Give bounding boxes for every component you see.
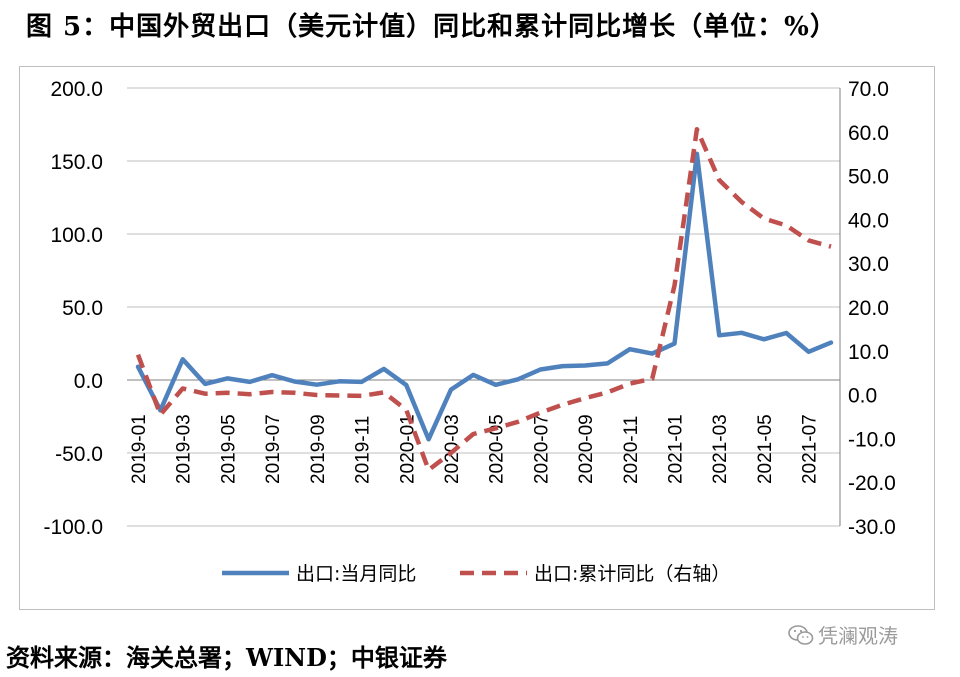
- x-tick-label: 2019-09: [308, 414, 329, 484]
- y-left-tick-label: -100.0: [43, 516, 103, 539]
- x-tick-label: 2021-01: [666, 414, 687, 484]
- x-tick-label: 2019-11: [353, 416, 374, 484]
- y-right-tick-label: 0.0: [848, 385, 877, 408]
- y-right-tick-label: 60.0: [848, 122, 889, 145]
- watermark: 凭澜观涛: [788, 620, 898, 649]
- x-tick-label: 2021-07: [800, 414, 821, 484]
- x-tick-label: 2020-01: [397, 414, 418, 484]
- chart-title: 图 5：中国外贸出口（美元计值）同比和累计同比增长（单位：%）: [26, 12, 837, 42]
- y-right-tick-label: -20.0: [848, 472, 896, 495]
- y-left-tick-label: 150.0: [50, 151, 103, 174]
- y-left-tick-label: 0.0: [74, 370, 103, 393]
- y-left-tick-label: 200.0: [50, 78, 103, 101]
- x-tick-label: 2020-11: [621, 416, 642, 484]
- watermark-text: 凭澜观涛: [818, 624, 898, 648]
- x-tick-label: 2020-05: [487, 414, 508, 484]
- chart-frame: [19, 66, 935, 610]
- y-right-tick-label: 50.0: [848, 166, 889, 189]
- y-right-tick-label: -30.0: [848, 516, 896, 539]
- x-tick-label: 2021-05: [755, 414, 776, 484]
- y-left-tick-label: 100.0: [50, 224, 103, 247]
- y-right-tick-label: 30.0: [848, 253, 889, 276]
- x-tick-label: 2021-03: [710, 414, 731, 484]
- source-note: 资料来源：海关总署；WIND；中银证券: [6, 643, 447, 672]
- x-tick-label: 2019-05: [218, 414, 239, 484]
- y-left-tick-label: -50.0: [55, 443, 103, 466]
- x-tick-label: 2019-01: [129, 414, 150, 484]
- y-right-tick-label: -10.0: [848, 428, 896, 451]
- series-line-monthly: [135, 151, 834, 442]
- x-tick-label: 2019-03: [174, 414, 195, 484]
- x-tick-label: 2020-09: [576, 414, 597, 484]
- y-right-tick-label: 70.0: [848, 78, 889, 101]
- y-right-tick-label: 10.0: [848, 341, 889, 364]
- legend-label-cumulative: 出口:累计同比（右轴）: [534, 563, 730, 585]
- legend-label-monthly: 出口:当月同比: [296, 563, 416, 585]
- series-line-cumulative: [135, 126, 832, 473]
- x-tick-label: 2019-07: [263, 414, 284, 484]
- y-right-tick-label: 40.0: [848, 209, 889, 232]
- wechat-icon: [788, 624, 814, 645]
- y-left-tick-label: 50.0: [62, 297, 103, 320]
- x-tick-label: 2020-07: [531, 414, 552, 484]
- y-right-tick-label: 20.0: [848, 297, 889, 320]
